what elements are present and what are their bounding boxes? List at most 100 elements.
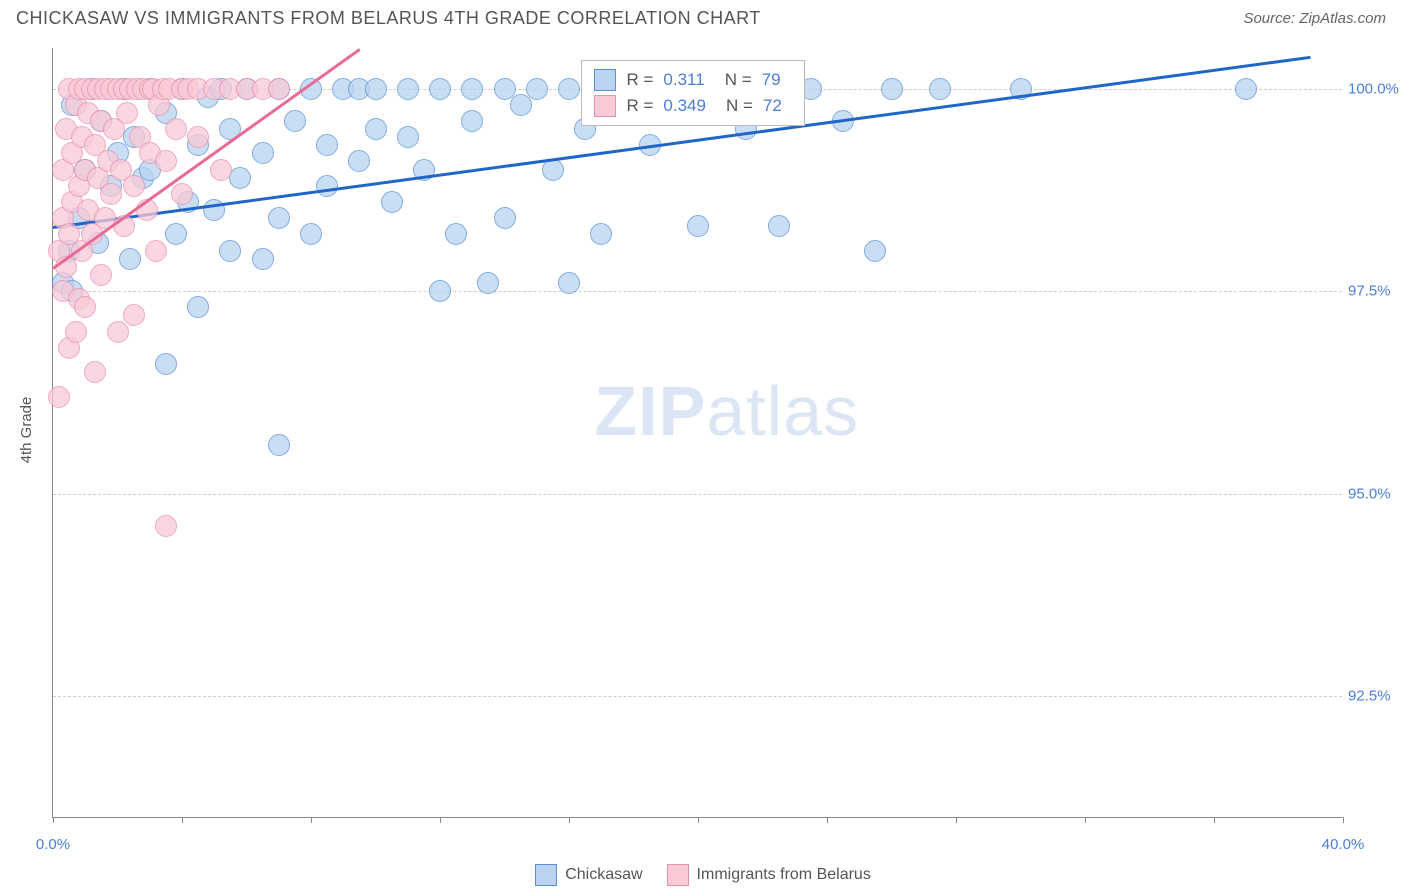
x-tick	[698, 817, 699, 823]
data-point	[116, 102, 138, 124]
data-point	[165, 118, 187, 140]
data-point	[65, 321, 87, 343]
data-point	[1235, 78, 1257, 100]
stat-n-value: 79	[762, 70, 781, 90]
data-point	[316, 175, 338, 197]
chart-header: CHICKASAW VS IMMIGRANTS FROM BELARUS 4TH…	[0, 0, 1406, 33]
stat-r-value: 0.349	[663, 96, 706, 116]
data-point	[348, 150, 370, 172]
data-point	[397, 126, 419, 148]
data-point	[252, 248, 274, 270]
data-point	[268, 434, 290, 456]
data-point	[268, 78, 290, 100]
data-point	[365, 78, 387, 100]
x-tick-label: 40.0%	[1322, 836, 1365, 853]
data-point	[687, 215, 709, 237]
chart-source: Source: ZipAtlas.com	[1243, 10, 1386, 27]
data-point	[494, 207, 516, 229]
data-point	[284, 110, 306, 132]
data-point	[445, 223, 467, 245]
data-point	[365, 118, 387, 140]
data-point	[187, 296, 209, 318]
data-point	[187, 126, 209, 148]
data-point	[864, 240, 886, 262]
data-point	[84, 361, 106, 383]
data-point	[477, 272, 499, 294]
legend-swatch	[594, 95, 616, 117]
data-point	[881, 78, 903, 100]
x-tick	[827, 817, 828, 823]
gridline	[53, 291, 1342, 292]
x-tick-label: 0.0%	[36, 836, 70, 853]
chart-title: CHICKASAW VS IMMIGRANTS FROM BELARUS 4TH…	[16, 8, 761, 29]
watermark: ZIPatlas	[594, 371, 859, 451]
data-point	[155, 353, 177, 375]
stat-r-value: 0.311	[663, 70, 704, 90]
x-tick	[311, 817, 312, 823]
stat-r-label: R =	[626, 96, 653, 116]
data-point	[252, 142, 274, 164]
data-point	[48, 386, 70, 408]
data-point	[510, 94, 532, 116]
scatter-plot-area: ZIPatlas 92.5%95.0%97.5%100.0%0.0%40.0%R…	[52, 48, 1342, 818]
data-point	[90, 264, 112, 286]
legend-item: Immigrants from Belarus	[667, 864, 871, 886]
data-point	[100, 183, 122, 205]
data-point	[171, 183, 193, 205]
y-axis-label: 4th Grade	[18, 397, 35, 464]
data-point	[590, 223, 612, 245]
stat-n-value: 72	[763, 96, 782, 116]
data-point	[268, 207, 290, 229]
gridline	[53, 696, 1342, 697]
x-tick	[1343, 817, 1344, 823]
stats-row: R = 0.349 N = 72	[594, 93, 791, 119]
data-point	[558, 272, 580, 294]
data-point	[210, 159, 232, 181]
x-tick	[569, 817, 570, 823]
data-point	[219, 240, 241, 262]
data-point	[397, 78, 419, 100]
data-point	[429, 280, 451, 302]
x-tick	[1214, 817, 1215, 823]
data-point	[316, 134, 338, 156]
legend-label: Chickasaw	[565, 866, 642, 884]
data-point	[107, 321, 129, 343]
data-point	[123, 304, 145, 326]
y-tick-label: 95.0%	[1348, 485, 1406, 502]
data-point	[461, 110, 483, 132]
legend-swatch	[594, 69, 616, 91]
x-tick	[440, 817, 441, 823]
y-tick-label: 100.0%	[1348, 80, 1406, 97]
stats-row: R = 0.311 N = 79	[594, 67, 791, 93]
bottom-legend: Chickasaw Immigrants from Belarus	[0, 864, 1406, 886]
stats-box: R = 0.311 N = 79 R = 0.349 N = 72	[581, 60, 804, 126]
stat-n-label: N =	[726, 96, 753, 116]
x-tick	[1085, 817, 1086, 823]
stat-r-label: R =	[626, 70, 653, 90]
data-point	[74, 296, 96, 318]
legend-item: Chickasaw	[535, 864, 642, 886]
legend-swatch	[535, 864, 557, 886]
x-tick	[53, 817, 54, 823]
legend-swatch	[667, 864, 689, 886]
data-point	[123, 175, 145, 197]
gridline	[53, 494, 1342, 495]
data-point	[165, 223, 187, 245]
data-point	[119, 248, 141, 270]
data-point	[155, 150, 177, 172]
x-tick	[956, 817, 957, 823]
data-point	[155, 515, 177, 537]
data-point	[429, 78, 451, 100]
data-point	[381, 191, 403, 213]
legend-label: Immigrants from Belarus	[697, 866, 871, 884]
y-tick-label: 97.5%	[1348, 283, 1406, 300]
data-point	[558, 78, 580, 100]
data-point	[768, 215, 790, 237]
data-point	[929, 78, 951, 100]
stat-n-label: N =	[725, 70, 752, 90]
data-point	[526, 78, 548, 100]
data-point	[300, 223, 322, 245]
data-point	[229, 167, 251, 189]
x-tick	[182, 817, 183, 823]
y-tick-label: 92.5%	[1348, 688, 1406, 705]
